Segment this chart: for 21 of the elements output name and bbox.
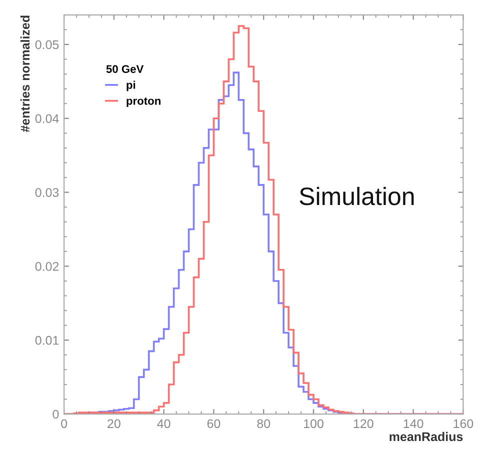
x-tick-label: 60 (207, 419, 220, 428)
annotation: Simulation (300, 186, 414, 206)
y-tick-label: 0 (52, 410, 59, 419)
x-tick-label: 20 (108, 419, 120, 428)
y-tick-label: 0.02 (35, 262, 59, 271)
x-tick-label: 140 (404, 419, 424, 428)
x-tick-label: 160 (454, 419, 474, 428)
x-tick-label: 0 (61, 419, 68, 428)
y-tick-label: 0.05 (35, 40, 59, 50)
x-tick-label: 80 (257, 419, 270, 428)
y-tick-label: 0.03 (35, 188, 59, 197)
x-axis-title: meanRadius (390, 432, 463, 442)
x-tick-label: 120 (354, 419, 374, 428)
legend-title: 50 GeV (106, 65, 144, 73)
y-tick-label: 0.01 (35, 336, 59, 345)
y-tick-label: 0.04 (35, 114, 59, 124)
legend-label: proton (126, 97, 160, 108)
x-tick-label: 100 (304, 419, 324, 428)
x-tick-label: 40 (157, 419, 170, 428)
legend-label: pi (126, 80, 136, 92)
y-axis-title: #entries normalized (20, 16, 30, 132)
